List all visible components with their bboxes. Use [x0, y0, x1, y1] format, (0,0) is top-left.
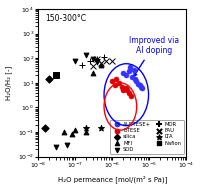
- Point: [138, 84, 141, 87]
- Point: [91, 72, 94, 75]
- Text: Improved via
Al doping: Improved via Al doping: [129, 36, 179, 76]
- Point: [96, 58, 99, 61]
- Point: [99, 63, 103, 66]
- Y-axis label: H₂O/H₂ [-]: H₂O/H₂ [-]: [6, 66, 12, 100]
- Point: [62, 131, 66, 134]
- Point: [105, 59, 108, 62]
- Text: 150-300°C: 150-300°C: [45, 14, 86, 22]
- Point: [99, 126, 103, 129]
- Point: [129, 94, 133, 97]
- Point: [80, 63, 83, 66]
- Point: [85, 54, 88, 57]
- Point: [114, 84, 117, 87]
- Point: [91, 58, 94, 61]
- Point: [125, 89, 129, 92]
- Point: [124, 87, 127, 90]
- Point: [88, 60, 91, 63]
- Point: [120, 85, 123, 88]
- X-axis label: H₂O permeance [mol/(m² s Pa)]: H₂O permeance [mol/(m² s Pa)]: [58, 176, 167, 184]
- Point: [127, 91, 130, 94]
- Point: [139, 85, 143, 88]
- Point: [111, 79, 114, 82]
- Point: [96, 58, 99, 61]
- Point: [127, 70, 130, 73]
- Point: [85, 131, 88, 134]
- Point: [137, 83, 140, 86]
- Point: [111, 60, 114, 63]
- Point: [65, 143, 69, 146]
- Legend: Al-BTESE+, BTESE, silica, MFI, SOD, MOR, FAU, LTA, Nafion: Al-BTESE+, BTESE, silica, MFI, SOD, MOR,…: [110, 119, 184, 154]
- Point: [91, 64, 94, 67]
- Point: [141, 87, 144, 90]
- Point: [122, 72, 125, 75]
- Point: [85, 126, 88, 129]
- Point: [122, 89, 125, 92]
- Point: [99, 61, 103, 64]
- Point: [128, 65, 132, 68]
- Point: [54, 74, 57, 77]
- Point: [124, 74, 127, 77]
- Point: [74, 129, 77, 132]
- Point: [135, 79, 138, 82]
- Point: [54, 145, 57, 148]
- Point: [117, 81, 120, 84]
- Point: [43, 126, 46, 129]
- Point: [74, 59, 77, 62]
- Point: [131, 75, 134, 78]
- Point: [33, 53, 36, 56]
- Point: [96, 61, 99, 64]
- Point: [115, 77, 118, 80]
- Point: [132, 68, 135, 71]
- Point: [133, 78, 136, 81]
- Point: [70, 133, 73, 136]
- Point: [48, 77, 51, 80]
- Point: [102, 56, 106, 59]
